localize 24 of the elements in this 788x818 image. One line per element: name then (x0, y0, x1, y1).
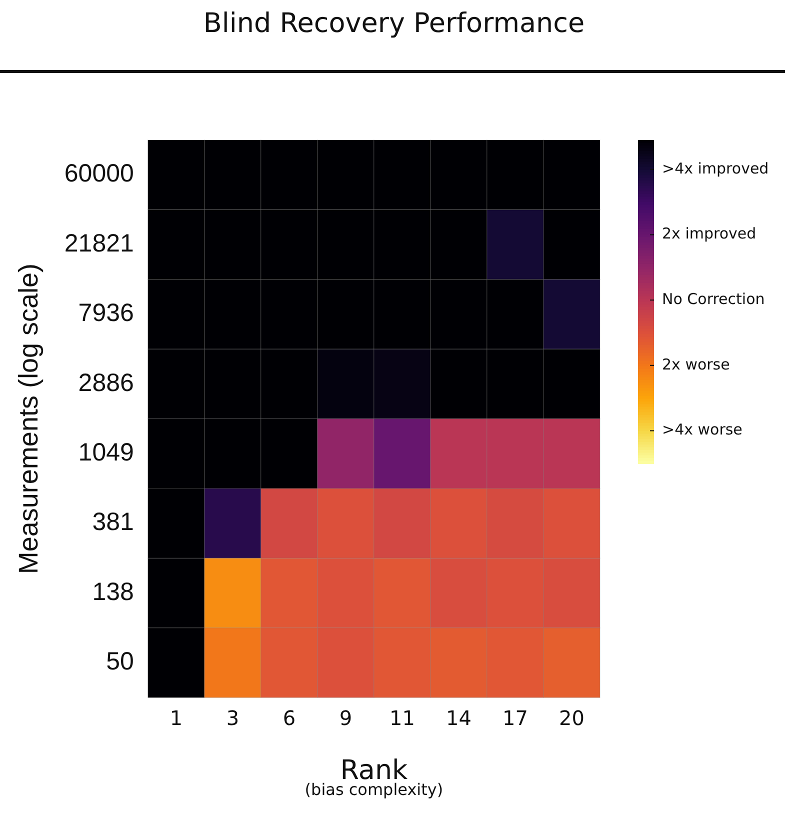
y-tick-label: 138 (92, 578, 134, 606)
y-tick-label: 60000 (64, 160, 134, 188)
text: (bias complexity) (304, 780, 444, 799)
color-bar-label: >4x worse (662, 420, 742, 439)
x-tick-label: 3 (226, 706, 240, 730)
chart-title: Blind Recovery Performance (202, 8, 586, 39)
x-tick-label: 9 (339, 706, 352, 730)
y-axis-title: Measurements (log scale) (14, 263, 44, 574)
y-tick-label: 7936 (78, 299, 134, 328)
x-tick-label: 6 (282, 706, 296, 730)
y-tick-label: 21821 (64, 229, 134, 258)
color-bar-label: No Correction (662, 290, 765, 308)
y-tick-label: 2886 (78, 368, 134, 397)
y-tick-label: 1049 (78, 438, 134, 467)
y-tick-label: 50 (106, 648, 134, 676)
color-bar-label: 2x worse (662, 355, 730, 374)
x-tick-label: 1 (170, 706, 183, 730)
color-bar-label: 2x improved (662, 224, 756, 243)
x-tick-label: 17 (502, 706, 528, 730)
y-tick-label: 381 (92, 508, 134, 536)
x-tick-label: 11 (389, 706, 415, 730)
color-bar-label: >4x improved (662, 159, 769, 178)
x-tick-label: 14 (446, 706, 472, 730)
x-tick-label: 20 (559, 706, 584, 730)
